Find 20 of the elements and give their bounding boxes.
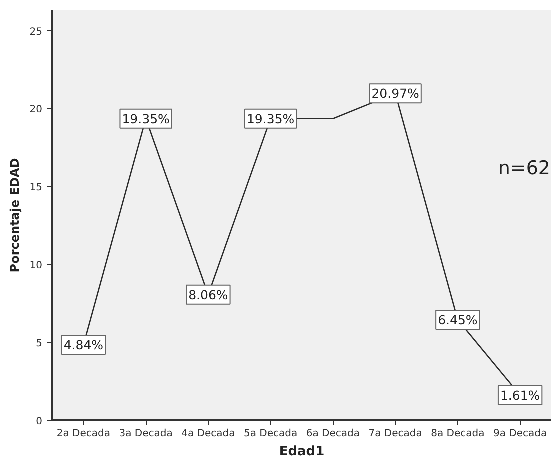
x-tick-label: 6a Decada: [306, 428, 360, 440]
annotation: n=62: [498, 157, 550, 180]
y-tick-label: 25: [30, 26, 43, 38]
y-tick-label: 5: [36, 338, 43, 350]
data-label: 20.97%: [372, 86, 420, 102]
x-tick-label: 7a Decada: [368, 428, 422, 440]
y-tick-label: 10: [30, 260, 43, 272]
y-tick-label: 0: [36, 416, 43, 428]
x-tick-label: 3a Decada: [119, 428, 173, 440]
x-tick-label: 4a Decada: [182, 428, 236, 440]
y-tick-label: 20: [30, 104, 43, 116]
data-label: 19.35%: [122, 111, 170, 126]
x-axis-title: Edad1: [279, 444, 325, 460]
y-tick-label: 15: [30, 182, 43, 194]
x-tick-label: 8a Decada: [431, 428, 485, 440]
x-tick-label: 9a Decada: [494, 428, 548, 440]
x-tick-label: 5a Decada: [244, 428, 298, 440]
data-label: 19.35%: [246, 111, 295, 126]
y-axis-title: Porcentaje EDAD: [8, 158, 22, 273]
x-tick-label: 2a Decada: [56, 428, 110, 440]
